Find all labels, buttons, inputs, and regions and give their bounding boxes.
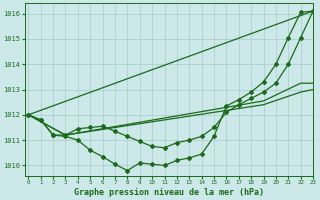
X-axis label: Graphe pression niveau de la mer (hPa): Graphe pression niveau de la mer (hPa) [74,188,264,197]
